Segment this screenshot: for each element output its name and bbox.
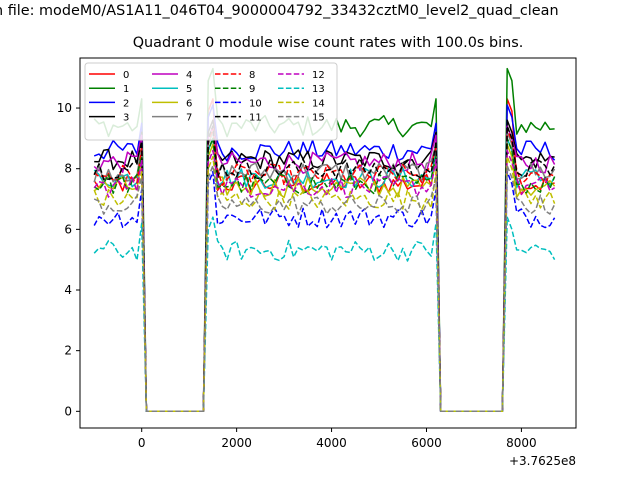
y-axis: 0 2 4 6 8 10 bbox=[57, 101, 80, 418]
y-tick-label: 8 bbox=[64, 162, 72, 176]
x-tick-label: 0 bbox=[138, 436, 146, 450]
series-line-13 bbox=[93, 216, 556, 413]
series-line-14 bbox=[93, 155, 556, 413]
legend-label-0: 0 bbox=[123, 70, 129, 81]
y-tick-label: 0 bbox=[64, 404, 72, 418]
x-tick-label: 6000 bbox=[411, 436, 442, 450]
y-tick-label: 4 bbox=[64, 283, 72, 297]
legend-label-8: 8 bbox=[249, 70, 255, 81]
legend-label-4: 4 bbox=[186, 70, 192, 81]
legend-label-9: 9 bbox=[249, 84, 255, 95]
suptitle: n file: modeM0/AS1A11_046T04_9000004792_… bbox=[0, 3, 559, 19]
legend-label-10: 10 bbox=[249, 98, 262, 109]
series-layer bbox=[93, 67, 556, 413]
legend-label-12: 12 bbox=[312, 70, 325, 81]
series-line-8 bbox=[93, 128, 555, 413]
plot-frame bbox=[79, 57, 577, 429]
legend-label-3: 3 bbox=[123, 113, 129, 124]
series-line-4 bbox=[93, 125, 556, 413]
series-line-0 bbox=[93, 98, 555, 413]
series-line-15 bbox=[93, 164, 556, 413]
series-line-2 bbox=[93, 104, 556, 413]
legend-label-15: 15 bbox=[312, 113, 325, 124]
legend-label-2: 2 bbox=[123, 98, 129, 109]
legend-label-14: 14 bbox=[312, 98, 325, 109]
legend-label-13: 13 bbox=[312, 84, 325, 95]
x-offset-label: +3.7625e8 bbox=[509, 454, 576, 468]
series-line-3 bbox=[94, 119, 555, 413]
x-axis: 0 2000 4000 6000 8000 bbox=[138, 428, 537, 450]
legend-box bbox=[84, 62, 338, 141]
legend-label-11: 11 bbox=[249, 113, 262, 124]
x-tick-label: 2000 bbox=[221, 436, 252, 450]
y-tick-label: 10 bbox=[57, 101, 72, 115]
series-line-6 bbox=[93, 143, 556, 413]
chart-title: Quadrant 0 module wise count rates with … bbox=[132, 35, 524, 51]
legend-label-7: 7 bbox=[186, 113, 192, 124]
y-tick-label: 6 bbox=[64, 222, 72, 236]
x-tick-label: 4000 bbox=[316, 436, 347, 450]
legend-label-1: 1 bbox=[123, 84, 129, 95]
x-tick-label: 8000 bbox=[506, 436, 537, 450]
legend-label-5: 5 bbox=[186, 84, 192, 95]
legend-label-6: 6 bbox=[186, 98, 192, 109]
series-line-12 bbox=[93, 149, 556, 413]
y-tick-label: 2 bbox=[64, 344, 72, 358]
series-line-11 bbox=[93, 125, 556, 413]
